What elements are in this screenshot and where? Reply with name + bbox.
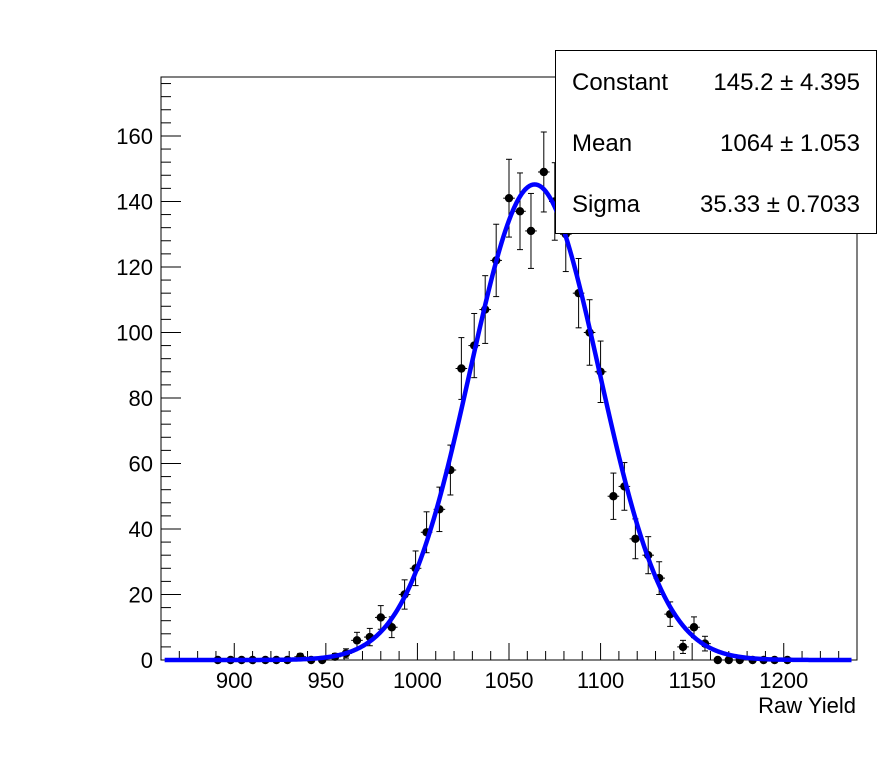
stats-constant-label: Constant — [572, 69, 669, 96]
stats-row-constant: Constant 145.2 ± 4.395 — [572, 69, 860, 99]
point-marker — [724, 655, 733, 665]
point-marker — [678, 642, 688, 652]
stats-mean-value: 1064 ± 1.053 — [720, 130, 860, 157]
point-marker — [609, 492, 618, 501]
point-marker — [515, 207, 525, 216]
x-tick-label: 900 — [216, 668, 253, 693]
data-point — [722, 655, 735, 665]
point-marker — [539, 167, 548, 177]
x-tick-label: 1100 — [577, 668, 624, 693]
point-marker — [504, 193, 514, 203]
point-marker — [526, 226, 536, 236]
stats-constant-value: 145.2 ± 4.395 — [713, 69, 860, 96]
data-point — [677, 639, 689, 654]
y-tick-label: 80 — [129, 386, 153, 411]
x-axis: 900 950 1000 1050 1100 1150 1200 — [178, 643, 858, 693]
point-marker — [387, 623, 396, 632]
point-marker — [713, 655, 722, 665]
data-point — [712, 655, 724, 665]
x-tick-label: 1000 — [393, 668, 442, 693]
x-tick-label: 1200 — [759, 668, 808, 693]
stats-row-mean: Mean 1064 ± 1.053 — [572, 130, 860, 160]
stats-sigma-label: Sigma — [572, 191, 641, 218]
data-point — [607, 472, 620, 520]
point-marker — [689, 623, 699, 632]
point-marker — [376, 613, 385, 622]
y-tick-label: 0 — [141, 648, 153, 673]
stats-mean-label: Mean — [572, 130, 633, 157]
gaussian-fit-curve — [164, 182, 852, 663]
x-tick-label: 950 — [307, 668, 344, 693]
y-axis: 0 20 40 60 80 100 120 140 160 — [116, 83, 181, 673]
point-marker — [631, 534, 640, 544]
y-tick-label: 40 — [129, 517, 153, 542]
data-point — [525, 192, 537, 269]
y-tick-label: 120 — [116, 255, 153, 280]
y-tick-label: 60 — [129, 451, 153, 476]
data-point — [374, 605, 387, 630]
data-point — [503, 158, 515, 238]
x-axis-title: Raw Yield — [758, 693, 856, 718]
x-tick-label: 1150 — [669, 668, 716, 693]
x-tick-label: 1050 — [485, 668, 534, 693]
data-point — [538, 131, 550, 213]
y-tick-label: 140 — [116, 189, 153, 214]
stats-row-sigma: Sigma 35.33 ± 0.7033 — [572, 191, 860, 221]
point-marker — [352, 636, 362, 645]
data-point — [514, 172, 526, 251]
data-point — [455, 337, 468, 400]
point-marker — [457, 364, 466, 373]
y-tick-label: 100 — [116, 320, 153, 345]
stats-sigma-value: 35.33 ± 0.7033 — [700, 191, 860, 218]
y-tick-label: 20 — [129, 582, 153, 607]
y-tick-label: 160 — [116, 124, 153, 149]
fit-stats-box: Constant 145.2 ± 4.395 Mean 1064 ± 1.053… — [555, 50, 877, 234]
